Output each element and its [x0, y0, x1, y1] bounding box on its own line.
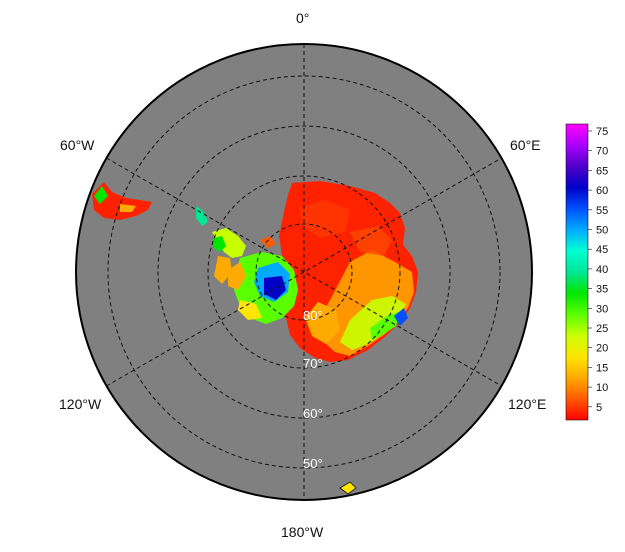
lon-label-180w: 180°W: [281, 524, 324, 540]
south-america-tip: [92, 182, 152, 220]
colorbar-tick-label: 60: [596, 185, 608, 197]
colorbar-tick-label: 45: [596, 244, 608, 256]
colorbar-tick-label: 30: [596, 303, 608, 315]
lat-label-80: 80°: [303, 308, 323, 323]
lon-label-0: 0°: [296, 10, 309, 26]
lat-label-50: 50°: [303, 456, 323, 471]
colorbar-tick-label: 40: [596, 264, 608, 276]
lat-label-70: 70°: [303, 356, 323, 371]
west-antarctica: [196, 206, 298, 324]
colorbar-tick-label: 10: [596, 382, 608, 394]
colorbar-tick-label: 65: [596, 165, 608, 177]
lon-label-60w: 60°W: [60, 137, 95, 153]
colorbar-bar: [565, 123, 589, 421]
meridian-lines: [106, 44, 502, 500]
lon-label-120w: 120°W: [59, 396, 102, 412]
colorbar-tick-label: 25: [596, 323, 608, 335]
colorbar-tick-label: 35: [596, 284, 608, 296]
colorbar-tick-label: 75: [596, 126, 608, 138]
colorbar: 75 70 65 60 55 50 45 40 35 30 25 20 15 10 5: [565, 123, 608, 421]
colorbar-tick-label: 5: [596, 402, 602, 414]
lon-label-120e: 120°E: [508, 396, 546, 412]
colorbar-tick-label: 20: [596, 343, 608, 355]
lon-label-60e: 60°E: [510, 137, 541, 153]
colorbar-tick-label: 50: [596, 225, 608, 237]
colorbar-tick-label: 15: [596, 362, 608, 374]
island-bottom: [339, 481, 357, 495]
colorbar-tick-label: 55: [596, 205, 608, 217]
colorbar-ticks: 75 70 65 60 55 50 45 40 35 30 25 20 15 10 5: [588, 126, 608, 414]
colorbar-tick-label: 70: [596, 146, 608, 158]
lat-label-60: 60°: [303, 406, 323, 421]
